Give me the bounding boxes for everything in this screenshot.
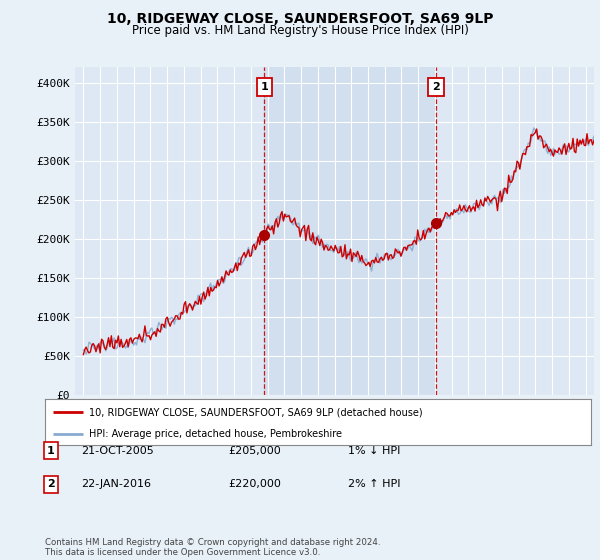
- Text: 22-JAN-2016: 22-JAN-2016: [81, 479, 151, 489]
- Text: 21-OCT-2005: 21-OCT-2005: [81, 446, 154, 456]
- Bar: [265, 67, 436, 395]
- Text: 1% ↓ HPI: 1% ↓ HPI: [348, 446, 400, 456]
- Text: 2: 2: [47, 479, 55, 489]
- Text: 1: 1: [47, 446, 55, 456]
- Text: 1: 1: [260, 82, 268, 92]
- Text: £205,000: £205,000: [228, 446, 281, 456]
- Text: Contains HM Land Registry data © Crown copyright and database right 2024.
This d: Contains HM Land Registry data © Crown c…: [45, 538, 380, 557]
- Text: HPI: Average price, detached house, Pembrokeshire: HPI: Average price, detached house, Pemb…: [89, 429, 341, 438]
- Text: 10, RIDGEWAY CLOSE, SAUNDERSFOOT, SA69 9LP: 10, RIDGEWAY CLOSE, SAUNDERSFOOT, SA69 9…: [107, 12, 493, 26]
- Text: £220,000: £220,000: [228, 479, 281, 489]
- Text: 2% ↑ HPI: 2% ↑ HPI: [348, 479, 401, 489]
- Text: 10, RIDGEWAY CLOSE, SAUNDERSFOOT, SA69 9LP (detached house): 10, RIDGEWAY CLOSE, SAUNDERSFOOT, SA69 9…: [89, 407, 422, 417]
- Text: Price paid vs. HM Land Registry's House Price Index (HPI): Price paid vs. HM Land Registry's House …: [131, 24, 469, 37]
- Text: 2: 2: [432, 82, 440, 92]
